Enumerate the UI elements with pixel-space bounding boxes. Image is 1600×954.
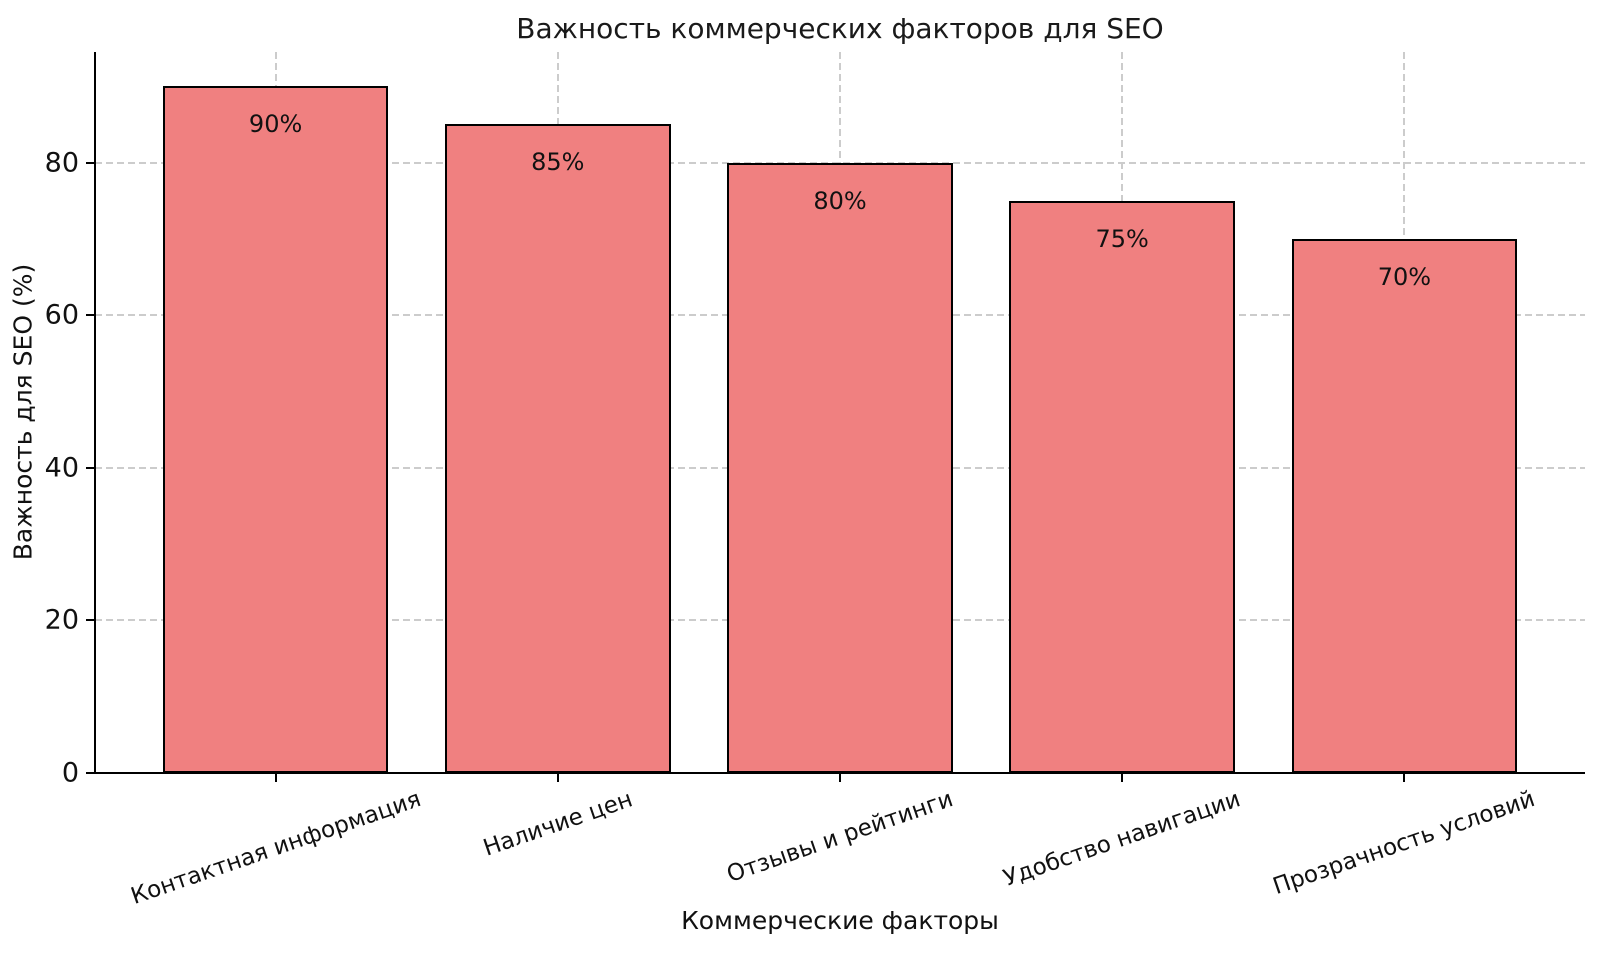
x-axis-title: Коммерческие факторы [681,906,999,935]
y-tick [86,161,94,164]
x-axis-spine [94,772,1585,774]
y-tick-label: 60 [44,299,79,331]
x-tick-label: Наличие цен [479,786,636,862]
bar: 70% [1291,238,1518,773]
y-tick-label: 80 [44,147,79,179]
y-tick [86,314,94,317]
bar: 90% [162,86,389,773]
bar: 85% [444,124,671,773]
bar-value-label: 75% [1095,224,1149,253]
y-tick [86,619,94,622]
y-tick [86,466,94,469]
y-axis-title: Важность для SEO (%) [8,263,38,561]
x-tick-label: Прозрачность условий [1270,785,1539,901]
x-tick [274,774,277,782]
y-tick [86,772,94,774]
chart-title: Важность коммерческих факторов для SEO [516,12,1164,45]
bar-value-label: 90% [248,110,303,139]
bar-value-label: 70% [1377,262,1432,291]
y-tick-label: 40 [44,452,79,484]
x-tick-label: Удобство навигации [1000,786,1244,892]
x-tick [1121,774,1124,782]
x-tick [839,774,841,782]
plot-area: Важность для SEO (%) 90% 85% 80% 75% 70% 0 20 4… [9,52,1585,910]
y-tick-label: 0 [61,757,79,789]
x-tick-label: Отзывы и рейтинги [723,785,957,888]
bar: 80% [727,162,953,773]
y-tick-label: 20 [44,604,79,636]
x-tick [1403,774,1406,782]
bar-value-label: 85% [531,148,585,177]
x-tick-label: Контактная информация [127,786,424,910]
bar-value-label: 80% [813,186,867,215]
y-axis-spine [94,52,96,774]
bar: 75% [1009,200,1236,773]
x-tick [556,774,559,782]
